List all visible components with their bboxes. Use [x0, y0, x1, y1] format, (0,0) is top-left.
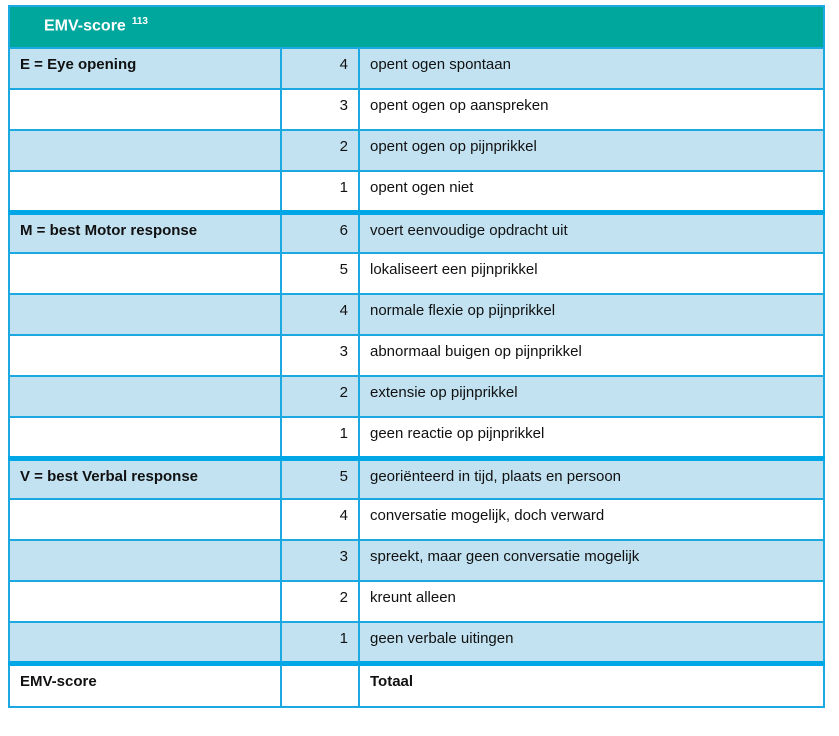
score-value-cell: 4: [280, 498, 360, 541]
section-label-empty-cell: [8, 293, 282, 336]
score-row: 4 normale flexie op pijnprikkel: [8, 293, 825, 336]
total-row-description-cell: Totaal: [358, 660, 825, 708]
score-description-cell: voert eenvoudige opdracht uit: [358, 209, 825, 254]
score-row: 5 lokaliseert een pijnprikkel: [8, 252, 825, 295]
score-description-cell: geen reactie op pijnprikkel: [358, 416, 825, 459]
score-row: 3 spreekt, maar geen conversatie mogelijk: [8, 539, 825, 582]
section-label-empty-cell: [8, 88, 282, 131]
section-label-cell: M = best Motor response: [8, 209, 282, 254]
score-row: 2 kreunt alleen: [8, 580, 825, 623]
section-label-empty-cell: [8, 170, 282, 213]
score-value-cell: 2: [280, 129, 360, 172]
score-row: E = Eye opening 4 opent ogen spontaan: [8, 47, 825, 90]
score-description-cell: georiënteerd in tijd, plaats en persoon: [358, 455, 825, 500]
score-row: 4 conversatie mogelijk, doch verward: [8, 498, 825, 541]
score-description-cell: geen verbale uitingen: [358, 621, 825, 664]
score-value-cell: 5: [280, 455, 360, 500]
score-description-cell: kreunt alleen: [358, 580, 825, 623]
score-description-cell: extensie op pijnprikkel: [358, 375, 825, 418]
score-description-cell: opent ogen spontaan: [358, 47, 825, 90]
score-value-cell: 1: [280, 170, 360, 213]
score-value-cell: 5: [280, 252, 360, 295]
table-title: EMV-score: [44, 17, 126, 35]
score-description-cell: conversatie mogelijk, doch verward: [358, 498, 825, 541]
score-value-cell: 2: [280, 580, 360, 623]
score-description-cell: spreekt, maar geen conversatie mogelijk: [358, 539, 825, 582]
score-description-cell: abnormaal buigen op pijnprikkel: [358, 334, 825, 377]
section-label-empty-cell: [8, 129, 282, 172]
score-row: 1 geen reactie op pijnprikkel: [8, 416, 825, 459]
score-row: 2 opent ogen op pijnprikkel: [8, 129, 825, 172]
score-value-cell: 6: [280, 209, 360, 254]
section-label-cell: V = best Verbal response: [8, 455, 282, 500]
section-label-empty-cell: [8, 539, 282, 582]
score-description-cell: opent ogen niet: [358, 170, 825, 213]
table-title-cell: EMV-score 113: [8, 5, 825, 49]
score-value-cell: 4: [280, 293, 360, 336]
score-row: 3 opent ogen op aanspreken: [8, 88, 825, 131]
table-header-row: EMV-score 113: [8, 5, 825, 49]
section-label-cell: E = Eye opening: [8, 47, 282, 90]
score-value-cell: 1: [280, 416, 360, 459]
score-value-cell: 1: [280, 621, 360, 664]
score-row: 1 geen verbale uitingen: [8, 621, 825, 664]
section-label-empty-cell: [8, 416, 282, 459]
total-row: EMV-score Totaal: [8, 660, 825, 708]
score-value-cell: 3: [280, 88, 360, 131]
score-row: V = best Verbal response 5 georiënteerd in…: [8, 455, 825, 500]
total-row-score-empty-cell: [280, 660, 360, 708]
score-value-cell: 2: [280, 375, 360, 418]
score-value-cell: 4: [280, 47, 360, 90]
score-description-cell: opent ogen op aanspreken: [358, 88, 825, 131]
section-label-empty-cell: [8, 375, 282, 418]
table-title-reference-superscript: 113: [131, 16, 148, 27]
table-body: E = Eye opening 4 opent ogen spontaan 3 open…: [8, 47, 825, 708]
score-value-cell: 3: [280, 334, 360, 377]
score-description-cell: normale flexie op pijnprikkel: [358, 293, 825, 336]
score-description-cell: lokaliseert een pijnprikkel: [358, 252, 825, 295]
section-label-empty-cell: [8, 252, 282, 295]
section-label-empty-cell: [8, 498, 282, 541]
total-row-label-cell: EMV-score: [8, 660, 282, 708]
emv-score-table: EMV-score 113 E = Eye opening 4 opent ogen …: [8, 5, 825, 708]
score-row: 2 extensie op pijnprikkel: [8, 375, 825, 418]
section-label-empty-cell: [8, 580, 282, 623]
score-row: M = best Motor response 6 voert eenvoudige…: [8, 209, 825, 254]
score-description-cell: opent ogen op pijnprikkel: [358, 129, 825, 172]
score-value-cell: 3: [280, 539, 360, 582]
score-row: 1 opent ogen niet: [8, 170, 825, 213]
section-label-empty-cell: [8, 334, 282, 377]
score-row: 3 abnormaal buigen op pijnprikkel: [8, 334, 825, 377]
section-label-empty-cell: [8, 621, 282, 664]
